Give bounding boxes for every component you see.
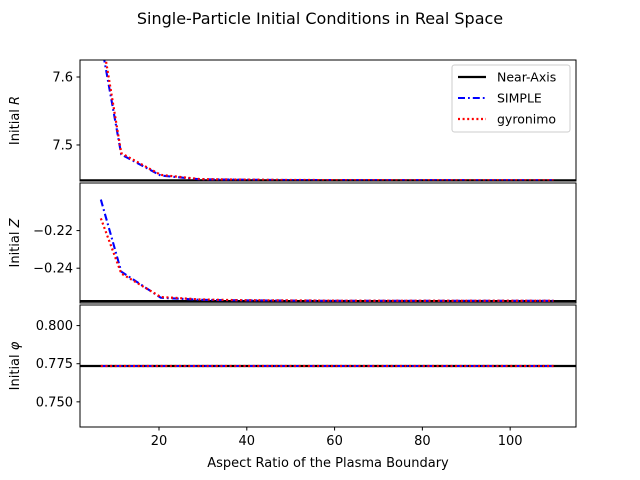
x-tick-label: 80 [414,434,431,449]
legend-label-gyronimo: gyronimo [497,112,556,127]
panel-1: 7.5 7.6 Initial R [8,59,577,182]
series-line-simple-panel-2 [99,199,554,302]
legend-box [451,64,571,133]
legend: Near-Axis SIMPLE gyronimo [451,64,571,133]
legend-label-near-axis: Near-Axis [497,70,556,85]
panel-1-series-group [80,60,576,181]
x-tick-label: 20 [151,434,168,449]
panel-3-frame [79,304,577,428]
panel-2-series-group [80,199,576,303]
legend-label-simple: SIMPLE [497,91,542,106]
panel-3-y-label-text: Initial [8,350,23,390]
x-tick-label: 60 [326,434,343,449]
panel-1-frame [79,59,577,182]
y-tick-label: 0.750 [36,395,73,410]
y-tick-label: 0.800 [36,319,73,334]
y-tick-label: −0.22 [33,224,73,239]
x-tick-label: 100 [498,434,523,449]
y-tick-label: −0.24 [33,262,73,277]
y-tick-label: 7.6 [52,70,73,85]
panel-2-y-label-text: Initial [8,227,23,267]
chart-title: Single-Particle Initial Conditions in Re… [137,9,503,28]
panel-2-y-axis-label: Initial Z [8,217,23,267]
y-tick-label: 0.775 [36,357,73,372]
panel-1-y-axis-label: Initial R [8,96,23,145]
panel-3-y-label-symbol: φ [8,341,23,350]
y-tick-label: 7.5 [52,138,73,153]
panel-3-y-axis-label: Initial φ [8,341,23,390]
panel-3: 0.750 0.775 0.800 Initial φ 20 40 60 80 100 [8,304,577,449]
panel-1-y-label-symbol: R [8,96,23,105]
panel-1-y-label-text: Initial [8,105,23,145]
series-line-gyronimo-panel-2 [99,217,554,302]
x-tick-label: 40 [239,434,256,449]
x-axis-label: Aspect Ratio of the Plasma Boundary [207,456,449,471]
panel-2-frame [79,182,577,304]
series-line-gyronimo-panel-1 [104,60,554,181]
panel-2-y-label-symbol: Z [8,217,23,228]
panel-2: −0.24 −0.22 Initial Z [8,182,577,304]
